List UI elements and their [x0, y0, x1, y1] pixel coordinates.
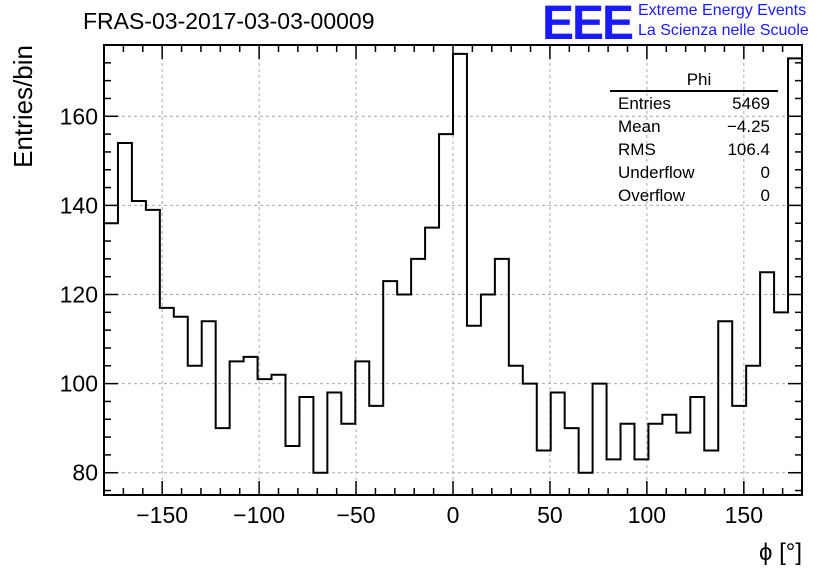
- stats-value: 5469: [732, 94, 770, 113]
- stats-label: Overflow: [618, 186, 686, 205]
- x-tick-label: 100: [628, 502, 666, 528]
- eee-logo: EEE: [542, 0, 634, 50]
- logo-tagline-2: La Scienza nelle Scuole: [638, 22, 809, 39]
- x-axis-label: ϕ [°]: [759, 539, 802, 566]
- stats-value: 106.4: [727, 140, 770, 159]
- x-tick-label: 150: [725, 502, 763, 528]
- stats-row-mean: Mean −4.25: [610, 115, 778, 138]
- histogram-series-line: [104, 52, 802, 474]
- y-tick-label: 100: [60, 371, 98, 397]
- y-axis-label: Entries/bin: [8, 45, 38, 168]
- x-tick-label: −100: [233, 502, 285, 528]
- y-tick-label: 160: [60, 103, 98, 129]
- stats-value: 0: [760, 186, 770, 205]
- x-tick-label: −50: [337, 502, 376, 528]
- stats-label: Mean: [618, 117, 661, 136]
- stats-label: RMS: [618, 140, 656, 159]
- x-tick-label: 0: [447, 502, 460, 528]
- stats-value: −4.25: [726, 117, 770, 136]
- stats-row-underflow: Underflow 0: [610, 161, 778, 184]
- stats-label: Entries: [618, 94, 671, 113]
- chart-title: FRAS-03-2017-03-03-00009: [83, 8, 375, 34]
- logo-tagline-1: Extreme Energy Events: [638, 2, 807, 19]
- x-tick-label: 50: [537, 502, 563, 528]
- y-tick-label: 80: [72, 460, 98, 486]
- stats-value: 0: [760, 163, 770, 182]
- stats-title: Phi: [610, 70, 778, 92]
- stats-row-rms: RMS 106.4: [610, 138, 778, 161]
- x-tick-label: −150: [136, 502, 188, 528]
- y-tick-label: 120: [60, 282, 98, 308]
- stats-box: Phi Entries 5469 Mean −4.25 RMS 106.4 Un…: [610, 70, 778, 207]
- stats-row-overflow: Overflow 0: [610, 184, 778, 207]
- stats-row-entries: Entries 5469: [610, 92, 778, 115]
- stats-label: Underflow: [618, 163, 695, 182]
- y-tick-label: 140: [60, 192, 98, 218]
